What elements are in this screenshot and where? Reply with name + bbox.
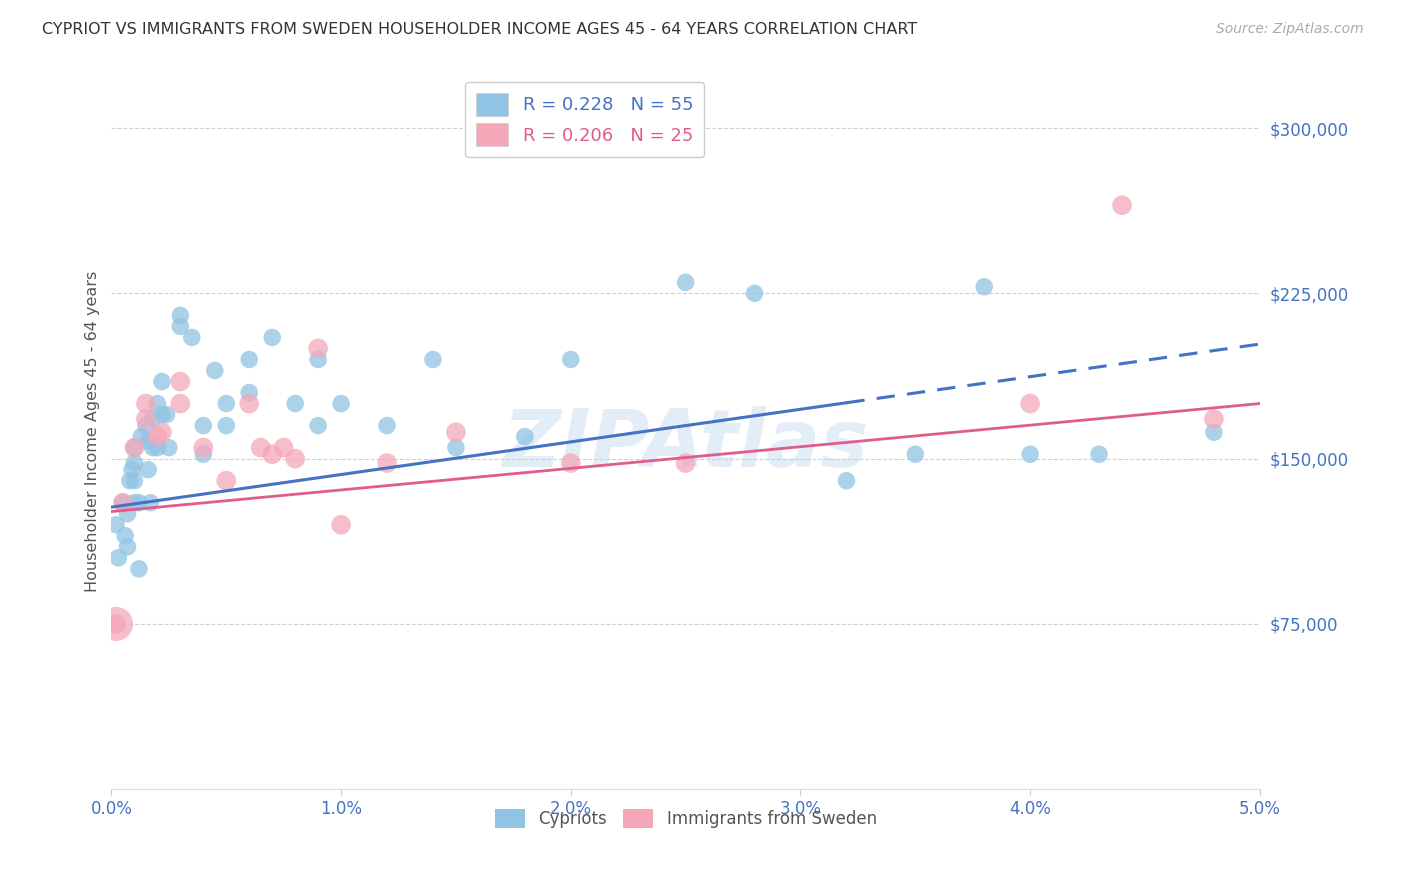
Point	[238, 352, 260, 367]
Point	[121, 463, 143, 477]
Point	[273, 441, 295, 455]
Point	[150, 375, 173, 389]
Point	[124, 496, 146, 510]
Point	[136, 434, 159, 448]
Point	[117, 540, 139, 554]
Point	[146, 429, 169, 443]
Point	[744, 286, 766, 301]
Text: ZIPAtlas: ZIPAtlas	[502, 407, 869, 484]
Point	[204, 363, 226, 377]
Point	[1019, 447, 1042, 461]
Point	[1111, 198, 1133, 212]
Point	[262, 330, 284, 344]
Point	[375, 418, 398, 433]
Point	[157, 441, 180, 455]
Point	[135, 412, 157, 426]
Point	[118, 474, 141, 488]
Point	[124, 441, 146, 455]
Point	[180, 330, 202, 344]
Point	[560, 456, 582, 470]
Point	[128, 562, 150, 576]
Point	[215, 396, 238, 410]
Point	[284, 451, 307, 466]
Point	[973, 279, 995, 293]
Point	[444, 425, 467, 440]
Point	[117, 507, 139, 521]
Legend: Cypriots, Immigrants from Sweden: Cypriots, Immigrants from Sweden	[488, 802, 883, 835]
Point	[330, 396, 353, 410]
Point	[375, 456, 398, 470]
Point	[284, 396, 307, 410]
Point	[1202, 412, 1225, 426]
Point	[136, 463, 159, 477]
Point	[111, 496, 134, 510]
Point	[249, 441, 271, 455]
Point	[150, 425, 173, 440]
Point	[215, 418, 238, 433]
Point	[238, 385, 260, 400]
Point	[675, 276, 697, 290]
Point	[835, 474, 858, 488]
Point	[169, 319, 191, 334]
Point	[193, 418, 215, 433]
Point	[146, 396, 169, 410]
Point	[105, 517, 128, 532]
Point	[135, 418, 157, 433]
Point	[135, 396, 157, 410]
Text: Source: ZipAtlas.com: Source: ZipAtlas.com	[1216, 22, 1364, 37]
Point	[124, 456, 146, 470]
Point	[150, 408, 173, 422]
Point	[111, 496, 134, 510]
Point	[193, 447, 215, 461]
Point	[675, 456, 697, 470]
Point	[307, 342, 329, 356]
Point	[422, 352, 444, 367]
Point	[444, 441, 467, 455]
Point	[124, 441, 146, 455]
Point	[560, 352, 582, 367]
Point	[105, 616, 128, 631]
Point	[904, 447, 927, 461]
Point	[169, 396, 191, 410]
Point	[238, 396, 260, 410]
Point	[1088, 447, 1111, 461]
Point	[142, 441, 165, 455]
Point	[262, 447, 284, 461]
Point	[169, 309, 191, 323]
Text: CYPRIOT VS IMMIGRANTS FROM SWEDEN HOUSEHOLDER INCOME AGES 45 - 64 YEARS CORRELAT: CYPRIOT VS IMMIGRANTS FROM SWEDEN HOUSEH…	[42, 22, 918, 37]
Point	[142, 412, 165, 426]
Point	[215, 474, 238, 488]
Point	[193, 441, 215, 455]
Point	[307, 352, 329, 367]
Point	[129, 429, 152, 443]
Point	[146, 441, 169, 455]
Y-axis label: Householder Income Ages 45 - 64 years: Householder Income Ages 45 - 64 years	[86, 270, 100, 591]
Point	[513, 429, 536, 443]
Point	[169, 375, 191, 389]
Point	[1202, 425, 1225, 440]
Point	[128, 496, 150, 510]
Point	[1019, 396, 1042, 410]
Point	[105, 616, 128, 631]
Point	[155, 408, 177, 422]
Point	[114, 529, 136, 543]
Point	[139, 496, 162, 510]
Point	[124, 474, 146, 488]
Point	[307, 418, 329, 433]
Point	[330, 517, 353, 532]
Point	[107, 550, 129, 565]
